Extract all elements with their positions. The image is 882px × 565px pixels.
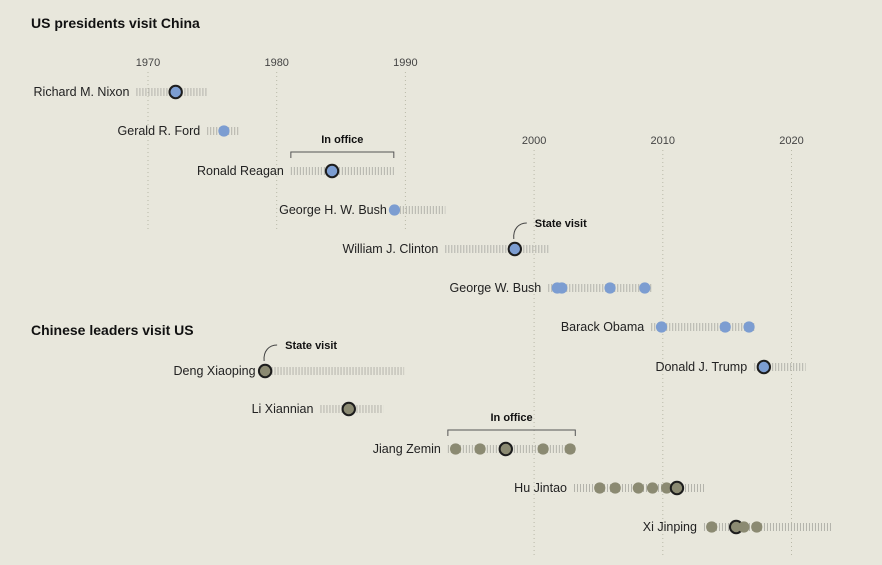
row-li-xiannian: Li Xiannian [252, 401, 384, 417]
tick-label-2000: 2000 [522, 135, 546, 147]
state-visit-dot [669, 480, 685, 496]
row-donald-j-trump: Donald J. Trump [655, 359, 806, 375]
visit-dot [751, 521, 763, 533]
visit-dot [474, 443, 486, 455]
visit-dot [218, 125, 230, 137]
state-visit-dot [756, 359, 772, 375]
visit-dot [655, 321, 668, 333]
tick-label-1980: 1980 [264, 57, 288, 69]
state-visit-dot [498, 441, 513, 457]
axis-ticks: 1970 1980 1990 2000 2010 2020 [136, 57, 804, 147]
visit-dot [388, 204, 401, 216]
leader-name: Deng Xiaoping [174, 364, 256, 378]
tick-label-2010: 2010 [651, 135, 675, 147]
row-george-h-w-bush: George H. W. Bush [279, 203, 446, 217]
row-hu-jintao: Hu Jintao [514, 480, 704, 496]
leader-name: Donald J. Trump [655, 360, 747, 374]
in-office-bracket [447, 429, 576, 436]
state-visit-dot [168, 84, 183, 100]
section-title: Chinese leaders visit US [31, 322, 194, 338]
annotations: In office State visit State visit In office [263, 134, 587, 436]
section-title: US presidents visit China [31, 15, 200, 31]
row-deng-xiaoping: Deng Xiaoping [174, 363, 405, 379]
visit-dot [661, 482, 673, 494]
visit-dot [556, 282, 568, 294]
visit-dot [706, 521, 718, 533]
row-jiang-zemin: Jiang Zemin [373, 441, 576, 457]
visit-dot [449, 443, 462, 455]
leader-name: George H. W. Bush [279, 203, 387, 217]
visit-dot [719, 321, 731, 333]
visit-dot [646, 482, 659, 494]
visit-dot [564, 443, 576, 455]
in-office-bracket [290, 151, 395, 158]
leader-name: Xi Jinping [643, 520, 697, 534]
state-visit-dot [257, 363, 273, 379]
visit-dot [594, 482, 606, 494]
state-visit-dot [341, 401, 356, 417]
state-visit-label: State visit [285, 340, 337, 352]
visit-dot [743, 321, 755, 333]
state-visit-dot [507, 241, 522, 257]
tick-label-1970: 1970 [136, 57, 160, 69]
row-ronald-reagan: Ronald Reagan [197, 163, 394, 179]
row-richard-m-nixon: Richard M. Nixon [34, 84, 208, 100]
tick-label-1990: 1990 [393, 57, 417, 69]
in-office-label: In office [490, 412, 532, 424]
row-barack-obama: Barack Obama [561, 320, 755, 334]
leader-name: Barack Obama [561, 320, 644, 334]
visit-dot [738, 521, 750, 533]
visit-dot [537, 443, 549, 455]
section-titles: US presidents visit China Chinese leaders… [31, 15, 200, 338]
leader-name: Jiang Zemin [373, 442, 441, 456]
row-george-w-bush: George W. Bush [450, 281, 652, 295]
in-office-label: In office [321, 134, 363, 146]
leader-name: George W. Bush [450, 281, 542, 295]
state-visit-dot [324, 163, 340, 179]
tick-label-2020: 2020 [779, 135, 803, 147]
row-gerald-r-ford: Gerald R. Ford [118, 124, 240, 138]
leader-rows: Richard M. Nixon Gerald R. Ford Ronald Rea… [34, 84, 833, 535]
leader-name: Ronald Reagan [197, 164, 284, 178]
visit-dot [604, 282, 616, 294]
leader-name: Li Xiannian [252, 402, 314, 416]
state-visit-callout-line [263, 344, 278, 362]
state-visit-callout-line [513, 222, 527, 240]
visit-dot [639, 282, 651, 294]
leader-name: William J. Clinton [342, 242, 438, 256]
leader-name: Gerald R. Ford [118, 124, 201, 138]
state-visit-label: State visit [535, 218, 587, 230]
leader-name: Richard M. Nixon [34, 85, 130, 99]
visit-dot [609, 482, 621, 494]
leader-name: Hu Jintao [514, 481, 567, 495]
row-william-j-clinton: William J. Clinton [342, 241, 549, 257]
row-xi-jinping: Xi Jinping [643, 519, 833, 535]
visit-dot [632, 482, 644, 494]
